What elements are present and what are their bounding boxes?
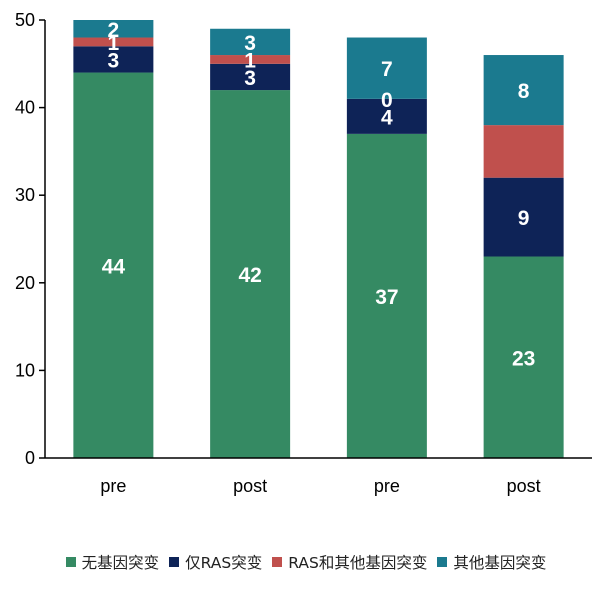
y-tick-label: 20 — [15, 273, 35, 293]
legend-label: 其他基因突变 — [453, 554, 547, 572]
data-label: 4 — [381, 106, 393, 129]
data-label: 3 — [244, 32, 256, 55]
x-axis-categories: pre post pre post — [100, 476, 540, 496]
legend-label: 仅RAS突变 — [185, 554, 263, 572]
bar-segment — [346, 98, 427, 134]
data-label: 2 — [108, 19, 120, 42]
bar-segment — [73, 46, 154, 73]
bar-segment — [483, 256, 564, 458]
legend-swatch — [65, 557, 76, 567]
data-label: 0 — [381, 89, 393, 112]
bar-segment — [73, 37, 154, 47]
data-label: 44 — [102, 255, 126, 278]
legend-item: 仅RAS突变 — [169, 551, 262, 573]
bar-segment — [483, 55, 564, 126]
legend-item: RAS和其他基因突变 — [272, 551, 427, 573]
bar-segment — [73, 72, 154, 458]
data-label: 1 — [108, 32, 120, 55]
y-tick-label: 40 — [15, 98, 35, 118]
y-axis-ticks: 0 10 20 30 40 50 — [15, 10, 45, 468]
legend-label: RAS和其他基因突变 — [288, 554, 428, 572]
data-label: 7 — [381, 58, 393, 81]
bar-segment — [210, 63, 291, 91]
legend: 无基因突变 仅RAS突变 RAS和其他基因突变 其他基因突变 — [0, 548, 612, 576]
legend-label: 无基因突变 — [81, 554, 160, 572]
data-label: 9 — [518, 207, 530, 230]
x-category-label: pre — [100, 476, 126, 496]
bars-group — [73, 20, 564, 458]
data-label: 42 — [238, 264, 261, 287]
bar-segment — [210, 90, 291, 458]
legend-item: 无基因突变 — [65, 551, 160, 573]
y-tick-label: 30 — [15, 185, 35, 205]
x-category-label: post — [233, 476, 267, 496]
x-category-label: post — [507, 476, 541, 496]
legend-swatch — [437, 557, 448, 567]
bar-segment — [346, 133, 427, 458]
bar-segment — [210, 55, 291, 64]
data-label: 1 — [244, 49, 256, 72]
y-tick-label: 10 — [15, 360, 35, 380]
y-tick-label: 50 — [15, 10, 35, 30]
legend-swatch — [272, 557, 283, 567]
data-label: 3 — [108, 49, 120, 72]
data-label: 8 — [518, 80, 530, 103]
bar-segment — [210, 28, 291, 56]
legend-swatch — [169, 557, 180, 567]
bar-segment — [346, 37, 427, 99]
legend-item: 其他基因突变 — [437, 551, 546, 573]
data-label: 3 — [244, 67, 256, 90]
bar-segment — [73, 20, 154, 38]
y-tick-label: 0 — [25, 448, 35, 468]
bar-segment — [483, 177, 564, 257]
bar-segment — [483, 125, 564, 178]
data-label: 23 — [512, 347, 535, 370]
data-label: 37 — [375, 286, 398, 309]
x-category-label: pre — [374, 476, 400, 496]
